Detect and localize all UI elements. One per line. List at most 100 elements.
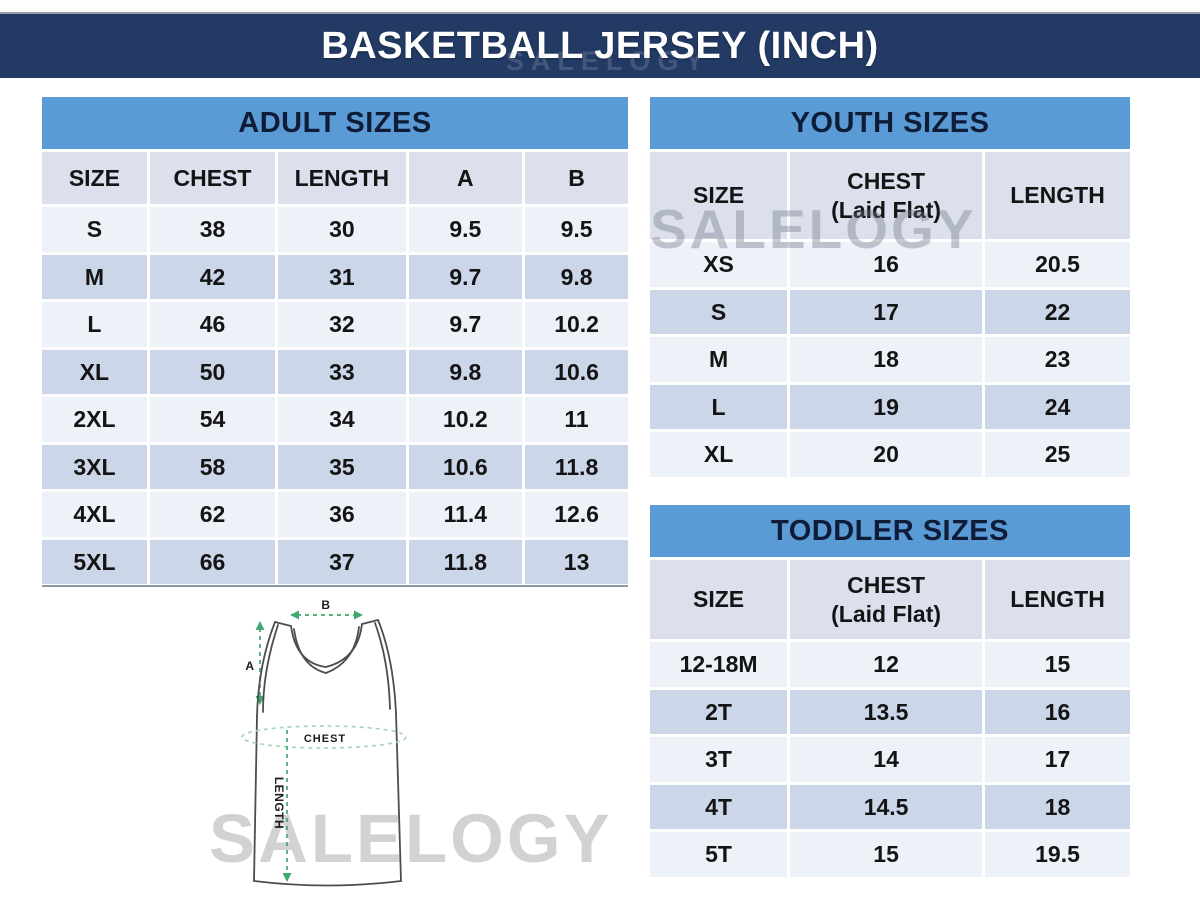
size-row: L 19 24 [650,384,1130,429]
page-title: BASKETBALL JERSEY (INCH) [321,24,879,67]
size-row-cell: 62 [149,492,276,537]
size-row-cell: 2T [650,689,788,734]
size-row-cell: 24 [985,384,1130,429]
size-row-cell: XL [650,432,788,477]
size-row-cell: 10.2 [408,397,523,442]
size-row-cell: 17 [985,737,1130,782]
size-row-cell: M [42,254,147,299]
label-chest: CHEST [304,733,346,745]
size-row-cell: 50 [149,349,276,394]
size-row-cell: 19 [790,384,983,429]
jersey-outline [253,619,402,887]
arrow-down-icon [282,873,292,882]
size-row-cell: 22 [985,289,1130,334]
column-header-row-cell: SIZE [650,560,788,639]
title-bar: SALELOGY BASKETBALL JERSEY (INCH) [0,14,1200,78]
size-row: 3XL 58 35 10.6 11.8 [42,444,628,489]
size-row: 4XL 62 36 11.4 12.6 [42,492,628,537]
size-row: XS 16 20.5 [650,242,1130,287]
size-row-cell: 32 [278,302,406,347]
size-row-cell: 34 [278,397,406,442]
size-row-cell: 11.8 [525,444,628,489]
size-row-cell: 16 [985,689,1130,734]
size-row-cell: 10.2 [525,302,628,347]
size-row-cell: 66 [149,539,276,584]
top-divider-line [0,12,1200,14]
column-header-row: SIZE CHEST (Laid Flat) LENGTH [650,560,1130,639]
top-strip [0,0,1200,12]
size-row-cell: 11.8 [408,539,523,584]
size-row-cell: L [42,302,147,347]
size-row: 2XL 54 34 10.2 11 [42,397,628,442]
size-row-cell: 54 [149,397,276,442]
adult-sizes-table: ADULT SIZES SIZE CHEST LENGTH A B S 38 30 9.5 9.5 M… [42,97,628,587]
size-row: M 18 23 [650,337,1130,382]
size-row: 5XL 66 37 11.8 13 [42,539,628,584]
size-row-cell: 9.7 [408,302,523,347]
arrow-right-icon [354,610,363,620]
size-row-cell: 46 [149,302,276,347]
size-row-cell: 33 [278,349,406,394]
arrow-left-icon [290,610,299,620]
column-header-row-cell: B [525,152,628,204]
size-row-cell: 14.5 [790,784,983,829]
size-row-cell: 4XL [42,492,147,537]
size-row-cell: XL [42,349,147,394]
size-row-cell: 3T [650,737,788,782]
column-header-row-cell: LENGTH [278,152,406,204]
size-row-cell: 4T [650,784,788,829]
size-row-cell: XS [650,242,788,287]
table-title: TODDLER SIZES [650,505,1130,557]
size-row-cell: S [650,289,788,334]
size-row-cell: 31 [278,254,406,299]
size-row: M 42 31 9.7 9.8 [42,254,628,299]
size-row-cell: 12.6 [525,492,628,537]
size-row: XL 50 33 9.8 10.6 [42,349,628,394]
size-row-cell: 11 [525,397,628,442]
size-row-cell: 30 [278,207,406,252]
column-header-row-cell: CHEST (Laid Flat) [790,560,983,639]
column-header-row: SIZE CHEST (Laid Flat) LENGTH [650,152,1130,239]
size-row-cell: 9.8 [408,349,523,394]
size-row-cell: 9.5 [408,207,523,252]
size-row-cell: 3XL [42,444,147,489]
size-row-cell: 18 [985,784,1130,829]
chest-measure-ellipse [241,725,407,749]
size-row-cell: 20 [790,432,983,477]
size-row-cell: 35 [278,444,406,489]
size-row-cell: 23 [985,337,1130,382]
column-header-row-cell: CHEST [149,152,276,204]
table-title: YOUTH SIZES [650,97,1130,149]
label-length: LENGTH [272,777,286,829]
size-row: 12-18M 12 15 [650,642,1130,687]
size-row-cell: 2XL [42,397,147,442]
size-row-cell: 5XL [42,539,147,584]
size-row-cell: 36 [278,492,406,537]
table-title: ADULT SIZES [42,97,628,149]
size-row: 5T 15 19.5 [650,832,1130,877]
size-row: 2T 13.5 16 [650,689,1130,734]
size-row: S 38 30 9.5 9.5 [42,207,628,252]
size-row: XL 20 25 [650,432,1130,477]
arrow-up-icon [255,621,265,630]
size-row-cell: 9.7 [408,254,523,299]
size-row-cell: 17 [790,289,983,334]
size-row-cell: 20.5 [985,242,1130,287]
column-header-row-cell: SIZE [42,152,147,204]
size-row-cell: 42 [149,254,276,299]
column-header-row-cell: LENGTH [985,560,1130,639]
label-b: B [321,598,330,612]
size-row-cell: 10.6 [525,349,628,394]
size-row-cell: M [650,337,788,382]
size-row-cell: 10.6 [408,444,523,489]
jersey-measurement-diagram: B A [230,585,530,900]
size-row-cell: 15 [985,642,1130,687]
size-row-cell: 9.5 [525,207,628,252]
size-row-cell: 16 [790,242,983,287]
jersey-diagram-svg: B A [241,598,407,887]
size-row: 3T 14 17 [650,737,1130,782]
size-row: S 17 22 [650,289,1130,334]
size-row-cell: 15 [790,832,983,877]
size-row-cell: 14 [790,737,983,782]
